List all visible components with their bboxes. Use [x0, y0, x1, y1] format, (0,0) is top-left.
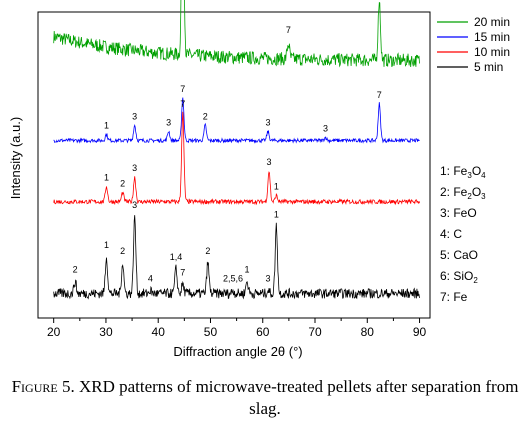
- peak-label: 3: [267, 157, 272, 167]
- caption-text: XRD patterns of microwave-treated pellet…: [78, 377, 519, 418]
- legend-label: 20 min: [474, 15, 510, 29]
- peak-label: 2: [120, 246, 125, 256]
- peak-label: 7: [180, 84, 185, 94]
- peak-label: 3: [132, 200, 137, 210]
- phase-legend-item: 5: CaO: [440, 248, 478, 262]
- series-layer: [53, 0, 420, 300]
- peak-label: 7: [286, 25, 291, 35]
- y-axis-title: Intensity (a.u.): [8, 117, 23, 199]
- x-axis: 20 30 40 50 60 70 80 90: [47, 318, 427, 339]
- legend-label: 15 min: [474, 30, 510, 44]
- peak-label: 1: [104, 172, 109, 182]
- series-line: [53, 97, 420, 144]
- peak-label: 1: [104, 121, 109, 131]
- series-line: [53, 215, 420, 300]
- phase-legend-item: 1: Fe3O4: [440, 164, 486, 180]
- peak-label: 3: [265, 118, 270, 128]
- phase-legend-item: 6: SiO2: [440, 269, 478, 285]
- phase-legend-item: 3: FeO: [440, 206, 477, 220]
- peak-label: 7: [180, 99, 185, 109]
- peak-label: 2: [205, 246, 210, 256]
- peak-label: 2: [73, 264, 78, 274]
- x-tick-label: 70: [308, 325, 322, 339]
- peak-label: 1: [274, 209, 279, 219]
- x-axis-title: Diffraction angle 2θ (°): [173, 344, 302, 359]
- peak-label: 3: [265, 274, 270, 284]
- x-tick-label: 90: [413, 325, 427, 339]
- peak-label: 3: [166, 118, 171, 128]
- peak-label: 3: [132, 111, 137, 121]
- phase-legend-item: 4: C: [440, 227, 462, 241]
- legend-label: 5 min: [474, 60, 503, 74]
- x-tick-label: 20: [47, 325, 61, 339]
- caption-figure-label: Figure 5.: [11, 377, 75, 396]
- figure-caption: Figure 5. XRD patterns of microwave-trea…: [0, 376, 530, 420]
- peak-label: 3: [323, 124, 328, 134]
- x-tick-label: 80: [361, 325, 375, 339]
- x-tick-label: 40: [152, 325, 166, 339]
- x-tick-label: 60: [256, 325, 270, 339]
- peak-label: 1: [274, 181, 279, 191]
- peak-label: 2: [120, 178, 125, 188]
- x-tick-label: 30: [99, 325, 113, 339]
- plot-frame: [37, 11, 431, 319]
- series-line: [53, 111, 420, 206]
- x-tick-label: 50: [204, 325, 218, 339]
- peak-label: 1: [104, 240, 109, 250]
- peak-label: 1,4: [170, 252, 183, 262]
- peak-label: 3: [132, 163, 137, 173]
- series-line: [53, 0, 420, 68]
- peak-label: 2: [203, 111, 208, 121]
- peak-label: 4: [148, 274, 153, 284]
- plot-border: [37, 11, 431, 319]
- peak-label: 2,5,6: [223, 274, 243, 284]
- phase-legend-item: 2: Fe2O3: [440, 185, 486, 201]
- phase-legend-item: 7: Fe: [440, 290, 468, 304]
- phase-legend: 1: Fe3O4 2: Fe2O3 3: FeO 4: C 5: CaO 6: SiO2 7…: [440, 164, 486, 304]
- peak-label: 1: [245, 264, 250, 274]
- peak-label: 7: [180, 267, 185, 277]
- legend-label: 10 min: [474, 45, 510, 59]
- peak-label: 7: [377, 90, 382, 100]
